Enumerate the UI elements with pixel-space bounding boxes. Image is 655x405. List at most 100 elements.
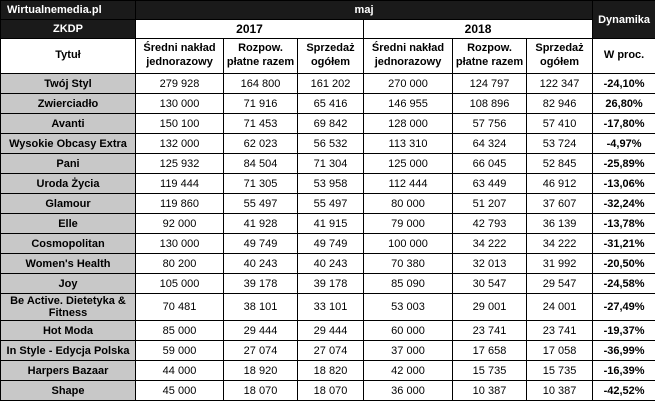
value-cell: 29 001 [452,293,527,321]
value-cell: 37 000 [363,340,453,361]
value-cell: 23 741 [452,320,527,341]
table-row: Harpers Bazaar 44 000 18 920 18 820 42 000 15… [0,360,655,381]
value-cell: 29 547 [525,273,594,294]
value-cell: 18 920 [223,360,298,381]
percent-change: -25,89% [592,153,655,174]
value-cell: 33 101 [297,293,364,321]
magazine-title: Uroda Życia [0,173,136,194]
magazine-title: Joy [0,273,136,294]
value-cell: 36 000 [363,380,453,401]
percent-change: -13,78% [592,213,655,234]
value-cell: 71 453 [223,113,298,134]
value-cell: 70 481 [135,293,224,321]
magazine-title: Glamour [0,193,136,214]
value-cell: 128 000 [363,113,453,134]
value-cell: 71 916 [223,93,298,114]
value-cell: 146 955 [363,93,453,114]
value-cell: 85 000 [135,320,224,341]
col-2018-rozpow: Rozpow. płatne razem [452,38,527,74]
table-row: In Style - Edycja Polska 59 000 27 074 27 0… [0,340,655,361]
table-row: Hot Moda 85 000 29 444 29 444 60 000 23 741 23… [0,320,655,341]
value-cell: 38 101 [223,293,298,321]
year-header-row: ZKDP 2017 2018 [0,19,655,39]
percent-change: -36,99% [592,340,655,361]
table-body: Twój Styl 279 928 164 800 161 202 270 000 124… [0,73,655,401]
value-cell: 279 928 [135,73,224,94]
value-cell: 39 178 [223,273,298,294]
table-row: Pani 125 932 84 504 71 304 125 000 66 045 52 8… [0,153,655,174]
value-cell: 24 001 [525,293,594,321]
magazine-title: Shape [0,380,136,401]
col-2018-sprzedaz: Sprzedaż ogółem [525,38,594,74]
value-cell: 84 504 [223,153,298,174]
table-row: Zwierciadło 130 000 71 916 65 416 146 955 108… [0,93,655,114]
percent-change: -17,80% [592,113,655,134]
value-cell: 30 547 [452,273,527,294]
value-cell: 46 912 [525,173,594,194]
column-header-row: Tytuł Średni nakład jednorazowy Rozpow. … [0,38,655,74]
value-cell: 150 100 [135,113,224,134]
table-row: Cosmopolitan 130 000 49 749 49 749 100 000 34… [0,233,655,254]
value-cell: 53 724 [525,133,594,154]
value-cell: 45 000 [135,380,224,401]
percent-change: -16,39% [592,360,655,381]
value-cell: 34 222 [452,233,527,254]
table-row: Be Active. Dietetyka & Fitness 70 481 38 1… [0,293,655,321]
year-2018-label: 2018 [362,19,594,39]
value-cell: 52 845 [525,153,594,174]
value-cell: 130 000 [135,233,224,254]
value-cell: 53 958 [297,173,364,194]
value-cell: 80 200 [135,253,224,274]
value-cell: 39 178 [297,273,364,294]
value-cell: 41 928 [223,213,298,234]
magazine-title: Hot Moda [0,320,136,341]
table-row: Shape 45 000 18 070 18 070 36 000 10 387 10 38… [0,380,655,401]
value-cell: 125 000 [363,153,453,174]
table-row: Glamour 119 860 55 497 55 497 80 000 51 207 37… [0,193,655,214]
value-cell: 64 324 [452,133,527,154]
table-row: Uroda Życia 119 444 71 305 53 958 112 444 63 … [0,173,655,194]
value-cell: 18 070 [297,380,364,401]
percent-change: -13,06% [592,173,655,194]
value-cell: 164 800 [223,73,298,94]
value-cell: 113 310 [363,133,453,154]
value-cell: 55 497 [297,193,364,214]
value-cell: 70 380 [363,253,453,274]
value-cell: 15 735 [525,360,594,381]
percent-change: -19,37% [592,320,655,341]
value-cell: 27 074 [297,340,364,361]
col-2017-sprzedaz: Sprzedaż ogółem [297,38,364,74]
value-cell: 44 000 [135,360,224,381]
value-cell: 27 074 [223,340,298,361]
value-cell: 62 023 [223,133,298,154]
dynamics-label: Dynamika [592,0,655,39]
value-cell: 122 347 [525,73,594,94]
value-cell: 57 410 [525,113,594,134]
value-cell: 29 444 [223,320,298,341]
value-cell: 112 444 [363,173,453,194]
percent-change: -24,10% [592,73,655,94]
value-cell: 125 932 [135,153,224,174]
value-cell: 63 449 [452,173,527,194]
percent-change: -20,50% [592,253,655,274]
table-row: Avanti 150 100 71 453 69 842 128 000 57 756 57… [0,113,655,134]
value-cell: 59 000 [135,340,224,361]
magazine-title: Avanti [0,113,136,134]
value-cell: 40 243 [223,253,298,274]
value-cell: 34 222 [525,233,594,254]
value-cell: 161 202 [297,73,364,94]
value-cell: 79 000 [363,213,453,234]
col-2017-naklad: Średni nakład jednorazowy [135,38,224,74]
value-cell: 17 658 [452,340,527,361]
value-cell: 71 304 [297,153,364,174]
value-cell: 119 444 [135,173,224,194]
value-cell: 56 532 [297,133,364,154]
value-cell: 270 000 [363,73,453,94]
value-cell: 85 090 [363,273,453,294]
percent-change: -24,58% [592,273,655,294]
percent-change: -4,97% [592,133,655,154]
table-row: Wysokie Obcasy Extra 132 000 62 023 56 532 1… [0,133,655,154]
brand-label: Wirtualnemedia.pl [0,0,136,20]
value-cell: 71 305 [223,173,298,194]
title-column-header: Tytuł [0,38,136,74]
